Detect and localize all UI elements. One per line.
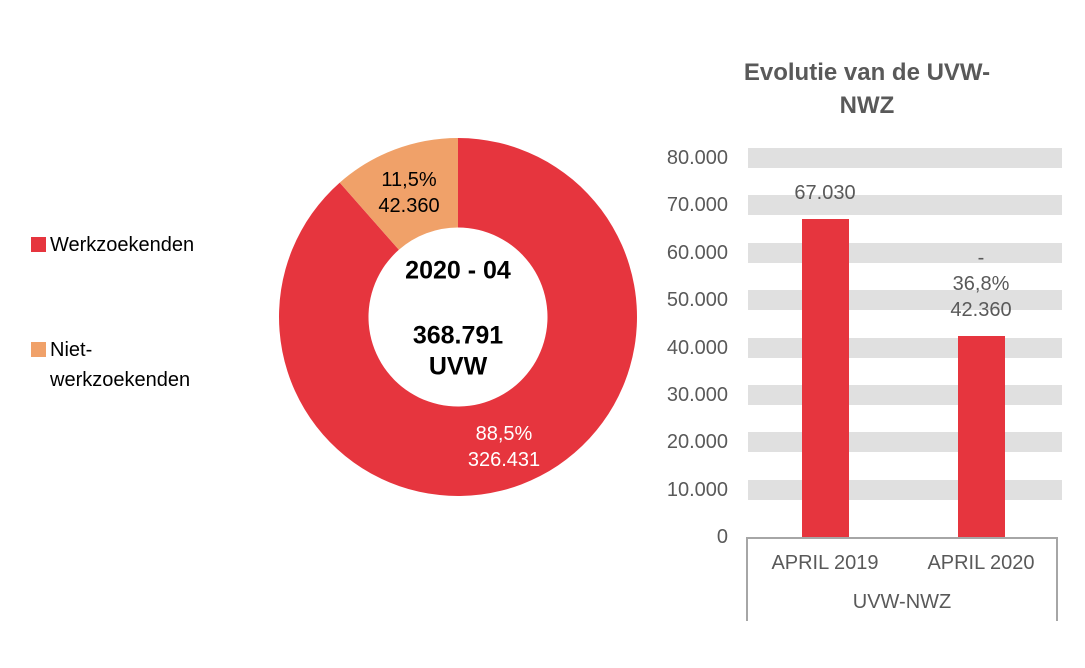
y-tick-label-0: 0: [716, 526, 728, 548]
legend-label-werkzoekenden: Werkzoekenden: [50, 234, 195, 256]
y-tick-label-20000: 20.000: [666, 431, 728, 454]
category-label-april-2020: APRIL 2020: [927, 552, 1035, 574]
bar-chart-title-line1: Evolutie van de UVW-: [743, 59, 991, 86]
x-axis-title: UVW-NWZ: [852, 591, 952, 613]
bar-value-label-line: -: [977, 247, 985, 270]
y-tick-label-60000: 60.000: [666, 241, 728, 264]
bar-value-label-line: 36,8%: [952, 273, 1010, 296]
slice-pct: 88,5%: [475, 423, 533, 445]
donut-slice-werkzoekenden: [279, 138, 638, 496]
y-tick-label-80000: 80.000: [666, 147, 728, 169]
category-label-april-2019: APRIL 2019: [771, 552, 879, 574]
bar-chart-title-line2: NWZ: [839, 92, 895, 119]
grid-band-20000: [748, 432, 1062, 453]
slice-label-werkzoekenden: 88,5% 326.431: [468, 421, 540, 473]
category-axis-box: [746, 537, 1058, 621]
y-tick-label-50000: 50.000: [666, 289, 728, 312]
y-tick-label-30000: 30.000: [666, 383, 728, 406]
slice-pct: 11,5%: [381, 169, 437, 191]
grid-band-10000: [748, 479, 1062, 500]
donut-slice-niet-werkzoekenden: [339, 138, 458, 250]
slice-label-niet-werkzoekenden: 11,5% 42.360: [378, 167, 439, 219]
bar-value-label-2: - 36,8% 42.360: [911, 245, 1051, 323]
bar-value-label-line: 42.360: [950, 299, 1012, 322]
slice-value: 326.431: [467, 449, 541, 471]
grid-band-80000: [748, 148, 1062, 168]
legend-swatch-niet-werkzoekenden: [31, 342, 46, 357]
slice-value: 42.360: [378, 195, 440, 217]
donut-center-period: 2020 - 04: [405, 256, 511, 285]
y-tick-label-10000: 10.000: [666, 478, 728, 501]
donut-center-total: 368.791: [412, 321, 504, 350]
bar-april-2019: [801, 219, 849, 537]
donut-chart: [279, 138, 638, 496]
bar-chart-title: Evolutie van de UVW- NWZ: [706, 56, 1028, 122]
grid-band-70000: [748, 195, 1062, 216]
donut-center-unit: UVW: [428, 352, 488, 381]
grid-band-40000: [748, 337, 1062, 358]
legend-swatch-werkzoekenden: [31, 237, 46, 252]
y-tick-label-70000: 70.000: [666, 194, 728, 217]
grid-band-30000: [748, 384, 1062, 405]
bar-april-2020: [957, 336, 1005, 537]
bar-value-label-1: 67.030: [755, 180, 895, 206]
legend-label-niet-werkzoekenden: Niet-werkzoekenden: [50, 339, 191, 391]
y-tick-label-40000: 40.000: [666, 336, 728, 359]
bar-value-label-line: 67.030: [794, 182, 856, 205]
